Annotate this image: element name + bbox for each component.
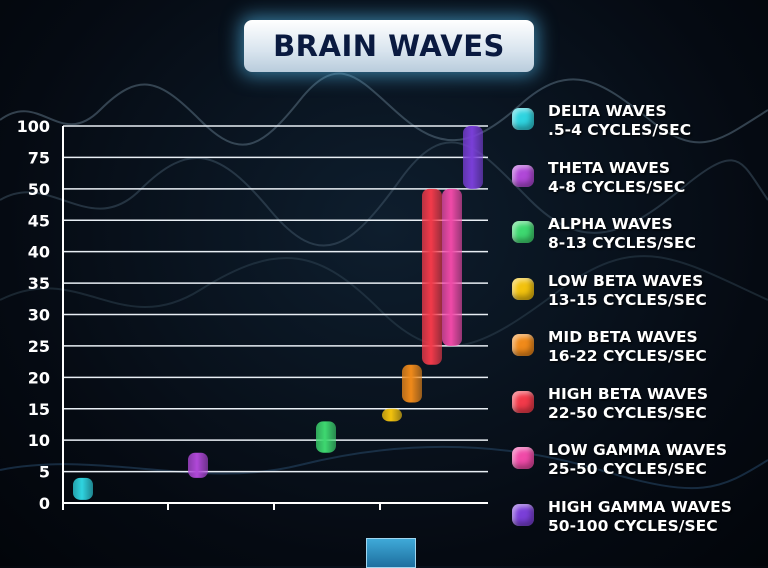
legend-swatch: [512, 108, 534, 130]
legend-swatch: [512, 334, 534, 356]
legend-swatch: [512, 221, 534, 243]
y-tick-label: 50: [28, 180, 50, 199]
legend-item: LOW BETA WAVES 13-15 CYCLES/SEC: [512, 272, 768, 328]
legend-range: 13-15 CYCLES/SEC: [548, 290, 707, 309]
legend-item: LOW GAMMA WAVES 25-50 CYCLES/SEC: [512, 441, 768, 497]
legend-label: HIGH GAMMA WAVES: [548, 497, 732, 516]
y-tick-label: 5: [39, 463, 50, 482]
y-tick-label: 35: [28, 274, 50, 293]
legend-label: DELTA WAVES: [548, 102, 667, 120]
legend-swatch: [512, 503, 534, 526]
y-tick-label: 0: [39, 494, 50, 513]
legend-range: 8-13 CYCLES/SEC: [548, 234, 697, 252]
bar-high-gamma-waves: [463, 126, 483, 189]
y-tick-label: 75: [28, 148, 50, 167]
legend-label: MID BETA WAVES: [548, 328, 698, 346]
legend-item: HIGH GAMMA WAVES 50-100 CYCLES/SEC: [512, 498, 768, 554]
legend-range: 25-50 CYCLES/SEC: [548, 460, 707, 478]
legend-item: THETA WAVES 4-8 CYCLES/SEC: [512, 159, 768, 215]
legend-swatch: [512, 390, 534, 413]
y-tick-label: 30: [28, 306, 50, 325]
legend-item: HIGH BETA WAVES 22-50 CYCLES/SEC: [512, 385, 768, 441]
y-tick-label: 10: [28, 431, 50, 450]
bar-delta-waves: [73, 477, 93, 500]
y-tick-label: 15: [28, 400, 50, 419]
legend-label: LOW GAMMA WAVES: [548, 441, 728, 459]
legend-range: .5-4 CYCLES/SEC: [548, 121, 692, 139]
legend-label: THETA WAVES: [548, 158, 670, 177]
y-tick-label: 40: [28, 243, 50, 262]
legend-label: HIGH BETA WAVES: [548, 384, 709, 403]
legend-swatch: [512, 277, 534, 300]
y-tick-label: 100: [17, 117, 50, 136]
legend-swatch: [512, 164, 534, 187]
bar-theta-waves: [188, 452, 208, 478]
bar-low-gamma-waves: [442, 188, 462, 346]
legend-range: 22-50 CYCLES/SEC: [548, 403, 707, 422]
y-tick-label: 25: [28, 337, 50, 356]
y-axis-ticks: 0 5 10 15 20 25 30 35 40 45 50 75 100: [17, 117, 50, 513]
legend-item: DELTA WAVES .5-4 CYCLES/SEC: [512, 102, 768, 158]
legend-item: ALPHA WAVES 8-13 CYCLES/SEC: [512, 215, 768, 271]
bar-mid-beta-waves: [402, 364, 422, 403]
logo-icon: [366, 538, 416, 568]
y-tick-label: 20: [28, 368, 50, 387]
legend-label: ALPHA WAVES: [548, 215, 673, 233]
bar-high-beta-waves: [422, 188, 442, 365]
bars: [73, 126, 483, 500]
bar-low-beta-waves: [382, 408, 402, 422]
legend-item: MID BETA WAVES 16-22 CYCLES/SEC: [512, 328, 768, 384]
y-tick-label: 45: [28, 211, 50, 230]
legend-label: LOW BETA WAVES: [548, 271, 704, 290]
bar-alpha-waves: [316, 421, 336, 453]
legend-swatch: [512, 447, 534, 469]
legend-range: 16-22 CYCLES/SEC: [548, 347, 707, 365]
legend-range: 4-8 CYCLES/SEC: [548, 177, 686, 196]
title-banner: BRAIN WAVES: [244, 20, 534, 72]
chart-title: BRAIN WAVES: [273, 29, 505, 63]
legend-range: 50-100 CYCLES/SEC: [548, 516, 718, 535]
